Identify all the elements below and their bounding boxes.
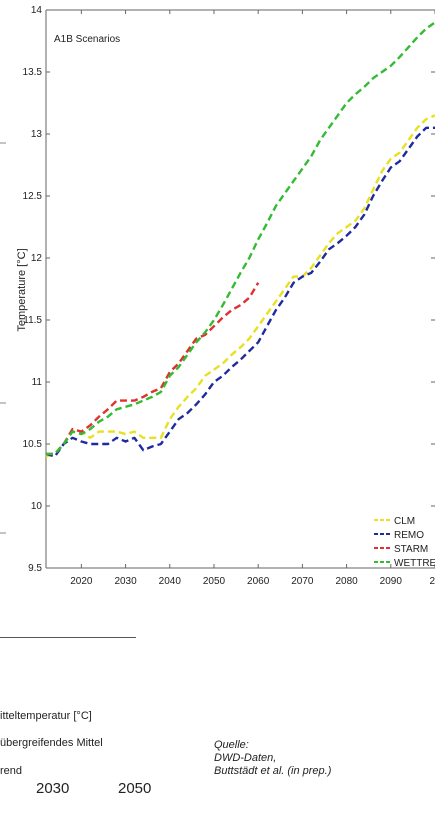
x-tick-label: 2070	[291, 576, 314, 587]
x-tick-label: 2050	[203, 576, 226, 587]
y-tick-label: 11.5	[23, 315, 42, 326]
source-line-3: Buttstädt et al. (in prep.)	[214, 765, 332, 777]
caption-overall-mean: übergreifendes Mittel	[0, 737, 103, 749]
x-tick-label: 2090	[380, 576, 403, 587]
caption-mean-temperature: itteltemperatur [°C]	[0, 710, 92, 722]
legend-label-starm: STARM	[394, 544, 428, 555]
source-note: Quelle: DWD-Daten, Buttstädt et al. (in …	[214, 739, 331, 778]
y-axis-label: Temperature [°C]	[16, 248, 28, 331]
y-tick-label: 13.5	[23, 67, 43, 78]
x-tick-label: 21	[429, 576, 435, 587]
y-ticks: 9.5 10 10.5 11 11.5 12 12.5 13 13.5 14	[23, 5, 435, 574]
legend-label-clm: CLM	[394, 516, 415, 527]
legend-label-wettreg: WETTREG	[394, 558, 435, 569]
x-tick-2050-lower: 2050	[118, 780, 152, 797]
x-tick-label: 2080	[335, 576, 358, 587]
series-line-wettreg	[46, 21, 435, 456]
scenario-label: A1B Scenarios	[54, 34, 120, 45]
x-tick-label: 2040	[159, 576, 182, 587]
x-tick-2030-lower: 2030	[36, 780, 70, 797]
source-line-1: Quelle:	[214, 739, 249, 751]
x-tick-label: 2030	[114, 576, 137, 587]
bottom-divider	[0, 637, 136, 638]
series-line-clm	[45, 114, 435, 458]
y-tick-label: 12.5	[23, 191, 43, 202]
x-tick-label: 2060	[247, 576, 270, 587]
legend: CLM REMO STARM WETTREG	[374, 516, 435, 569]
caption-trend: rend	[0, 765, 23, 777]
y-tick-label: 13	[31, 129, 43, 140]
series-line-starm	[46, 282, 260, 456]
legend-label-remo: REMO	[394, 530, 424, 541]
source-line-2: DWD-Daten,	[214, 752, 277, 764]
y-tick-label: 14	[31, 5, 43, 16]
y-tick-label: 12	[31, 253, 43, 264]
y-tick-label: 10	[31, 501, 43, 512]
y-tick-label: 10.5	[23, 439, 43, 450]
x-tick-label: 2020	[70, 576, 93, 587]
series-layer	[45, 21, 435, 458]
y-tick-label: 11	[32, 377, 43, 388]
series-line-remo	[45, 126, 435, 458]
x-ticks: 2020 2030 2040 2050 2060 2070 2080 2090 21	[70, 10, 435, 587]
y-tick-label: 9.5	[28, 563, 42, 574]
plot-frame	[45, 9, 435, 569]
